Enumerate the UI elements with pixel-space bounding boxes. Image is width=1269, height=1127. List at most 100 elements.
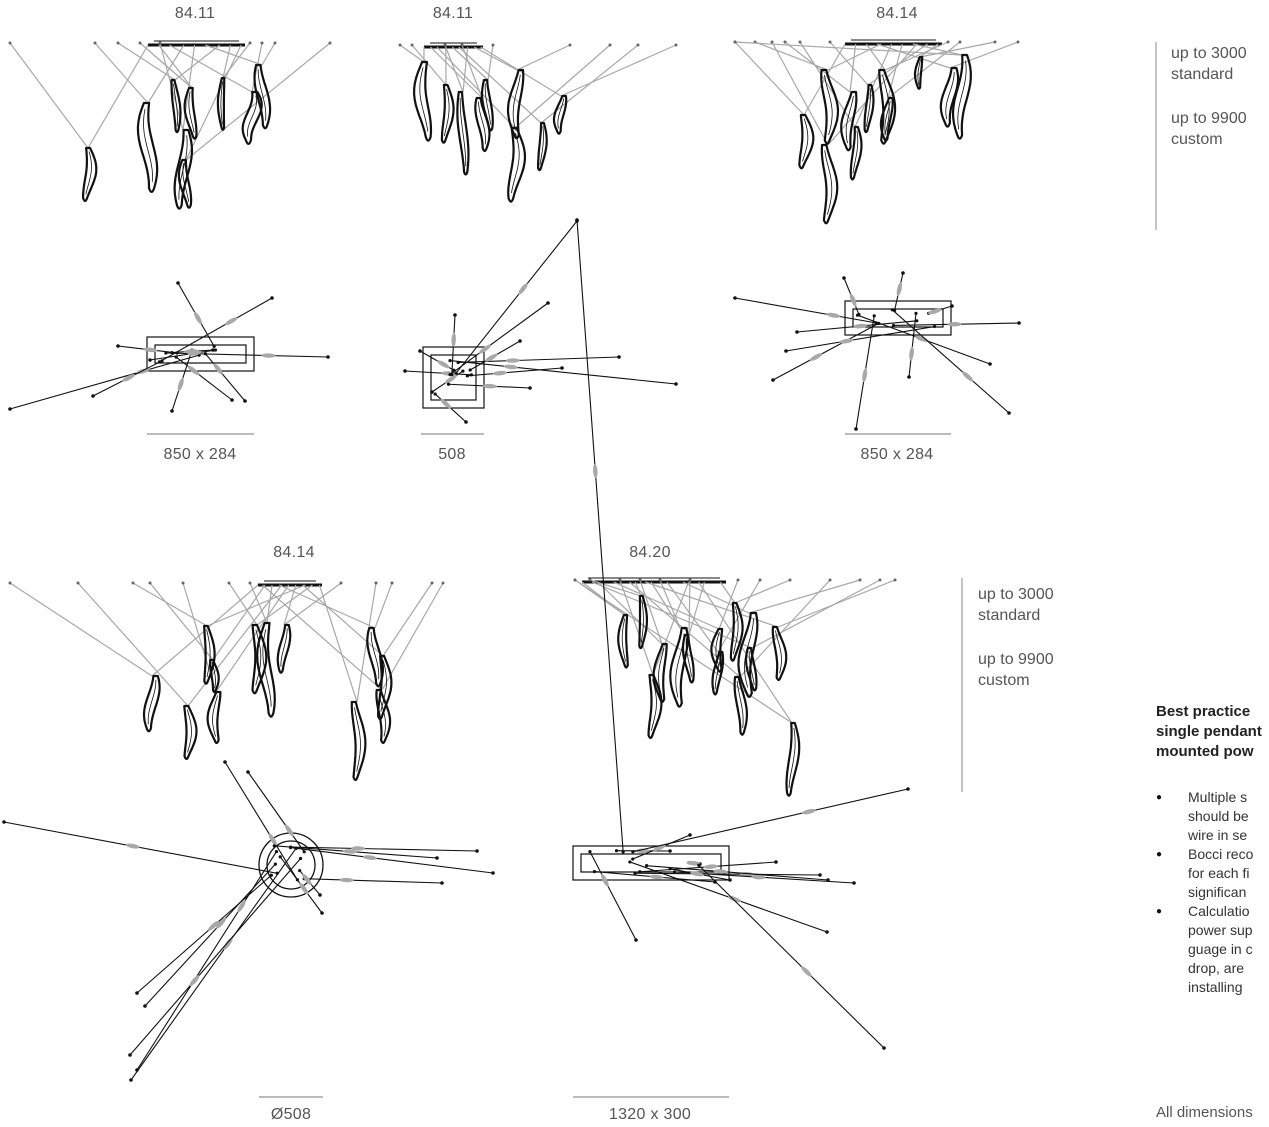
elevation-84-11-b	[398, 42, 678, 203]
suspension-cable	[93, 41, 185, 104]
suspension-cable	[248, 581, 273, 624]
cable-run	[465, 366, 564, 378]
glass-pendant	[820, 68, 840, 145]
custom-drop-value: up to 9900	[1171, 110, 1247, 127]
bullet-line: guage in c	[1188, 941, 1253, 957]
bullet-line: Multiple s	[1188, 789, 1248, 805]
bullet-item: Multiple s should be wire in se	[1156, 788, 1269, 845]
suspension-cable	[865, 40, 950, 71]
glass-pendant	[251, 623, 268, 695]
suspension-cable	[116, 41, 221, 81]
suspension-cable	[719, 578, 792, 604]
glass-pendant	[617, 613, 629, 669]
cable-run	[644, 864, 830, 882]
suspension-cable	[169, 41, 264, 93]
suspension-cable	[283, 581, 343, 626]
bullet-item: Bocci reco for each fi significan	[1156, 845, 1269, 902]
elevation-84-20	[573, 577, 897, 797]
cable-run	[891, 321, 1021, 328]
glass-pendant	[440, 83, 455, 144]
standard-drop-label: standard	[978, 607, 1041, 624]
suspension-cable	[597, 578, 663, 645]
elevation-84-14-a	[733, 39, 1020, 225]
suspension-cable	[302, 581, 434, 657]
bullet-line: for each fi	[1188, 865, 1250, 881]
glass-pendant	[638, 594, 648, 650]
suspension-cable	[919, 40, 997, 58]
cable-run	[842, 276, 861, 317]
glass-pendant	[480, 78, 494, 132]
dimension-label-2: 508	[438, 446, 466, 463]
cable-run	[148, 348, 218, 362]
cable-run	[223, 760, 300, 882]
cable-run	[854, 314, 876, 431]
bullet-line: significan	[1188, 884, 1247, 900]
plan-view-84-14-a	[733, 271, 1021, 431]
cable-run	[784, 324, 937, 353]
dimension-label-5: 1320 x 300	[608, 1106, 692, 1123]
canopy-outline	[572, 845, 730, 881]
glass-pendant	[879, 96, 894, 142]
cable-run	[638, 860, 778, 874]
glass-pendant	[456, 90, 470, 176]
custom-drop-label: custom	[1171, 131, 1223, 148]
suspension-cable	[473, 43, 572, 71]
elevation-84-14-b	[8, 580, 445, 782]
glass-pendant	[377, 654, 393, 721]
glass-pendant	[350, 700, 367, 782]
cable-run	[454, 219, 579, 375]
suspension-cable	[682, 578, 862, 614]
cable-run	[272, 844, 439, 860]
glass-pendant	[652, 642, 668, 704]
cable-run	[890, 308, 1011, 415]
plan-view-84-20	[572, 218, 910, 1050]
cable-run	[246, 770, 306, 854]
cable-run	[135, 849, 279, 1072]
standard-drop-value: up to 3000	[978, 586, 1054, 603]
glass-pendant	[209, 658, 220, 694]
cable-run	[631, 833, 692, 861]
glass-pendant	[798, 113, 815, 170]
dimension-label-3: 850 x 284	[860, 446, 934, 463]
cable-run	[575, 218, 625, 854]
canopy-outline	[146, 336, 255, 372]
glass-pendant	[413, 60, 433, 142]
cable-run	[697, 863, 886, 1050]
suspension-cable	[410, 43, 447, 86]
cable-run	[448, 359, 678, 386]
glass-pendant	[863, 83, 875, 134]
bullet-line: should be	[1188, 808, 1249, 824]
glass-pendant	[256, 621, 276, 718]
bullet-line: Calculatio	[1188, 903, 1250, 919]
glass-pendant	[729, 601, 744, 662]
canopy-inner-outline	[852, 308, 944, 328]
cable-run	[733, 296, 878, 325]
cable-run	[135, 873, 273, 995]
dimension-lines	[147, 433, 951, 1098]
glass-pendant	[951, 53, 972, 140]
cable-run	[278, 855, 324, 915]
glass-pendant	[253, 63, 272, 130]
custom-drop-value: up to 9900	[978, 651, 1054, 668]
drop-spec-top: up to 3000 standard up to 9900 custom	[1171, 43, 1269, 150]
glass-pendant	[276, 623, 292, 674]
cable-run	[2, 820, 279, 875]
custom-drop-label: custom	[978, 672, 1030, 689]
glass-pendant	[183, 86, 198, 140]
canopy-inner-outline	[154, 344, 247, 364]
suspension-cable	[480, 43, 678, 97]
model-number-5: 84.20	[629, 544, 671, 561]
glass-pendant	[552, 94, 568, 135]
best-practice-note: Best practice single pendant mounted pow…	[1156, 702, 1269, 997]
suspension-cable	[205, 41, 277, 66]
plan-view-84-14-b	[2, 760, 495, 1082]
cable-run	[892, 271, 905, 313]
suspension-cable	[76, 581, 283, 707]
bullet-line: installing	[1188, 979, 1243, 995]
bullet-line: wire in se	[1188, 827, 1248, 843]
suspension-cable	[262, 581, 445, 691]
glass-pendant	[183, 704, 198, 761]
bullet-item: Calculatio power sup guage in c drop, ar…	[1156, 902, 1269, 997]
canopy-outline	[844, 300, 952, 336]
cable-run	[129, 846, 298, 1082]
